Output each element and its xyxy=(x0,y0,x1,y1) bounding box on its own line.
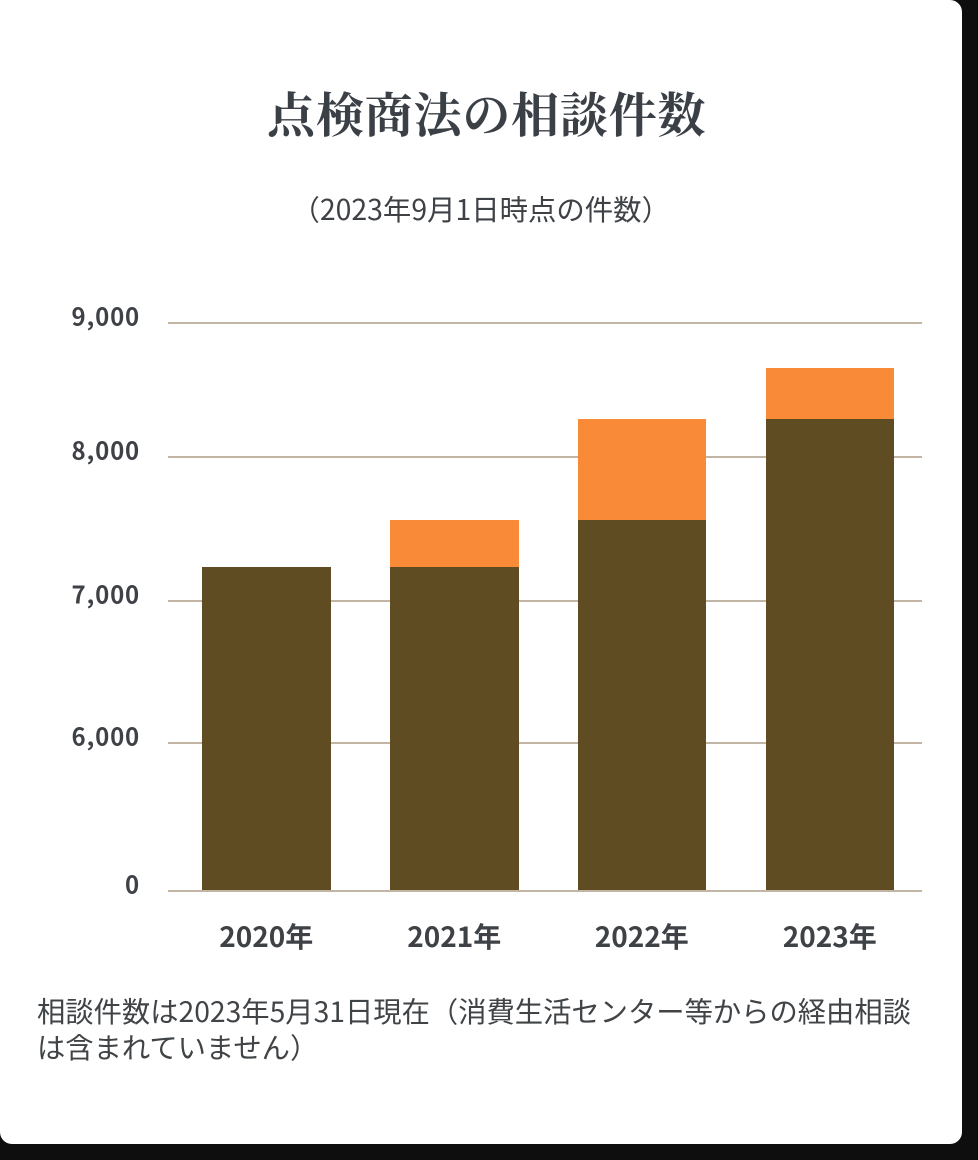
y-gridline xyxy=(168,741,922,744)
y-gridline xyxy=(168,321,922,324)
x-axis-label: 2022年 xyxy=(594,916,689,956)
y-gridline xyxy=(168,890,922,892)
chart-footnote: 相談件数は2023年5月31日現在（消費生活センター等からの経由相談 は含まれてい… xyxy=(37,989,911,1067)
footnote-line-2: は含まれていません） xyxy=(37,1025,319,1067)
chart-card: 点検商法の相談件数 （2023年9月1日時点の件数） 9,000 8,000 7,0… xyxy=(0,0,962,1144)
footnote-line-1: 相談件数は2023年5月31日現在（消費生活センター等からの経由相談 xyxy=(37,989,911,1031)
bar-segment-dark xyxy=(577,519,706,890)
bar-2022年 xyxy=(577,419,706,890)
y-gridline xyxy=(168,600,922,602)
y-gridline xyxy=(168,456,922,458)
chart-title: 点検商法の相談件数 xyxy=(267,76,707,146)
x-axis-label: 2023年 xyxy=(782,916,877,956)
bar-segment-dark xyxy=(390,567,519,890)
bar-segment-orange xyxy=(390,519,519,567)
bar-2023年 xyxy=(765,367,894,890)
y-tick-label: 0 xyxy=(125,865,140,901)
chart-subtitle: （2023年9月1日時点の件数） xyxy=(291,188,670,229)
x-axis-label: 2020年 xyxy=(219,916,314,956)
bar-segment-orange xyxy=(765,367,894,420)
bar-segment-dark xyxy=(202,567,331,890)
bar-2021年 xyxy=(390,519,519,890)
y-tick-label: 6,000 xyxy=(71,717,140,753)
y-tick-label: 9,000 xyxy=(71,297,140,333)
x-axis-label: 2021年 xyxy=(407,916,502,956)
y-tick-label: 7,000 xyxy=(71,575,140,611)
bar-segment-dark xyxy=(765,419,894,890)
bar-segment-orange xyxy=(577,419,706,520)
bar-2020年 xyxy=(202,567,331,890)
y-tick-label: 8,000 xyxy=(71,431,140,467)
bar-chart: 9,000 8,000 7,000 6,000 0 2020年 2021年 2022年 2023… xyxy=(71,297,922,956)
